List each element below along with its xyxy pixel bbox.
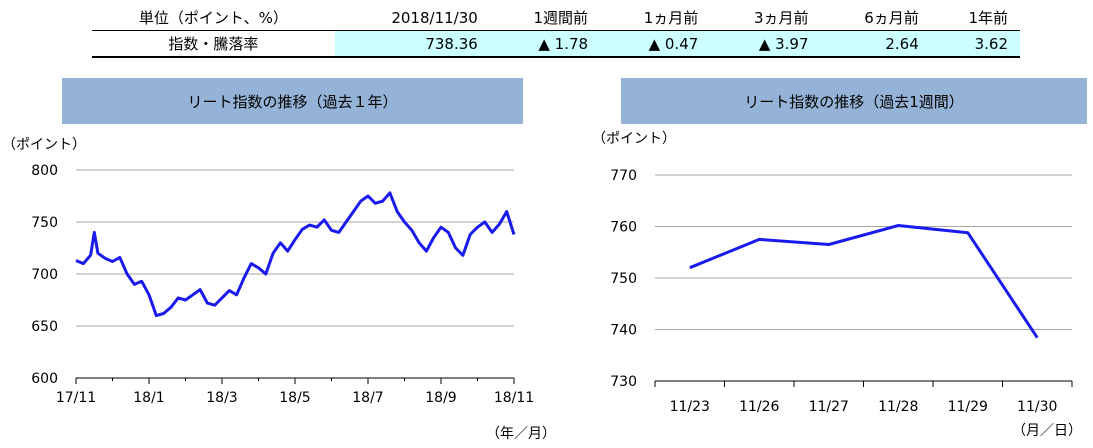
series-line — [689, 224, 1039, 339]
summary-table: 単位（ポイント、%） 2018/11/30 1週間前 1ヵ月前 3ヵ月前 6ヵ月… — [92, 5, 1020, 58]
y-tick-label: 700 — [31, 267, 58, 283]
y-tick-label: 750 — [31, 215, 58, 231]
x-tick-label: 11/29 — [948, 399, 988, 415]
header-1week: 1週間前 — [489, 5, 601, 31]
header-3month: 3ヵ月前 — [710, 5, 821, 31]
y-unit-1year: （ポイント） — [2, 137, 86, 153]
summary-header-row: 単位（ポイント、%） 2018/11/30 1週間前 1ヵ月前 3ヵ月前 6ヵ月… — [92, 5, 1020, 31]
x-tick-label: 11/28 — [878, 399, 918, 415]
header-unit: 単位（ポイント、%） — [92, 5, 335, 31]
value-3month: ▲ 3.97 — [710, 30, 821, 58]
x-unit-1year: （年／月） — [486, 426, 556, 442]
value-index: 738.36 — [334, 30, 490, 58]
x-tick-label: 11/23 — [670, 399, 710, 415]
x-tick-label: 18/3 — [206, 390, 237, 406]
y-tick-label: 600 — [31, 371, 58, 387]
chart-title-1year: リート指数の推移（過去１年） — [62, 78, 523, 124]
y-tick-label: 760 — [610, 220, 637, 236]
x-tick-label: 17/11 — [56, 390, 96, 406]
y-tick-label: 730 — [610, 374, 637, 390]
y-tick-label: 650 — [31, 319, 58, 335]
y-tick-label: 740 — [610, 323, 637, 339]
value-1week: ▲ 1.78 — [489, 30, 601, 58]
header-1month: 1ヵ月前 — [600, 5, 711, 31]
x-tick-label: 18/9 — [425, 390, 456, 406]
x-tick-label: 18/7 — [352, 390, 383, 406]
x-tick-label: 18/1 — [133, 390, 164, 406]
y-tick-label: 770 — [610, 168, 637, 184]
value-1year: 3.62 — [930, 30, 1020, 58]
y-unit-1week: （ポイント） — [592, 131, 676, 147]
y-tick-label: 750 — [610, 271, 637, 287]
x-tick-label: 18/5 — [279, 390, 310, 406]
x-tick-label: 11/30 — [1017, 399, 1057, 415]
value-6month: 2.64 — [820, 30, 931, 58]
header-1year: 1年前 — [930, 5, 1020, 31]
x-unit-1week: （月／日） — [1012, 423, 1082, 439]
x-tick-label: 11/27 — [809, 399, 849, 415]
series-line — [75, 191, 516, 318]
value-1month: ▲ 0.47 — [600, 30, 711, 58]
y-tick-label: 800 — [31, 163, 58, 179]
summary-value-row: 指数・騰落率 738.36 ▲ 1.78 ▲ 0.47 ▲ 3.97 2.64 … — [92, 30, 1020, 58]
x-tick-label: 18/11 — [494, 390, 534, 406]
header-6month: 6ヵ月前 — [820, 5, 931, 31]
header-date: 2018/11/30 — [334, 5, 490, 31]
row-label: 指数・騰落率 — [92, 30, 335, 58]
x-tick-label: 11/26 — [739, 399, 779, 415]
chart-title-1week: リート指数の推移（過去1週間） — [621, 78, 1087, 124]
